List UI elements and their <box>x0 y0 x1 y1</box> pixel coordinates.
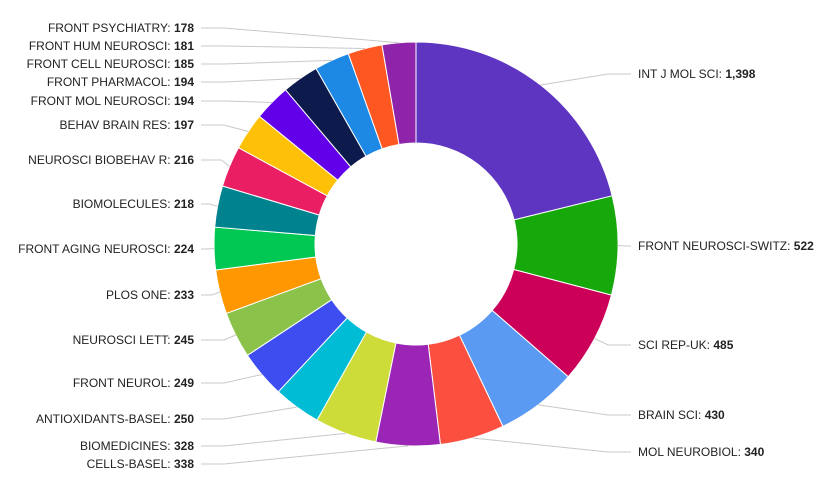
slice-label-value: 328 <box>174 439 194 453</box>
slice-label-value: 250 <box>174 412 194 426</box>
slice-label-name: FRONT AGING NEUROSCI: <box>18 242 174 256</box>
leader-line-biomedicines <box>201 432 346 447</box>
slice-label-value: 181 <box>174 39 194 53</box>
leader-line-neurosci-biobehav-r <box>201 159 230 167</box>
slice-label-front-mol-neurosci: FRONT MOL NEUROSCI: 194 <box>31 94 195 108</box>
slice-label-value: 194 <box>174 75 194 89</box>
slice-label-name: BIOMEDICINES: <box>80 439 174 453</box>
slice-label-front-hum-neurosci: FRONT HUM NEUROSCI: 181 <box>29 39 194 53</box>
slice-label-value: 249 <box>174 376 194 390</box>
slice-label-value: 485 <box>713 338 733 352</box>
slice-label-name: BIOMOLECULES: <box>73 197 174 211</box>
slice-label-value: 233 <box>174 288 194 302</box>
slice-front-psychiatry <box>381 41 417 146</box>
slice-label-front-pharmacol: FRONT PHARMACOL: 194 <box>47 75 194 89</box>
slice-label-front-psychiatry: FRONT PSYCHIATRY: 178 <box>48 21 194 35</box>
slice-label-int-j-mol-sci: INT J MOL SCI: 1,398 <box>638 67 756 81</box>
leader-line-plos-one <box>201 291 220 296</box>
slice-label-name: NEUROSCI LETT: <box>73 333 174 347</box>
slice-label-name: FRONT PHARMACOL: <box>47 75 174 89</box>
slice-label-value: 197 <box>174 118 194 132</box>
slice-label-value: 1,398 <box>725 67 755 81</box>
slice-label-name: FRONT PSYCHIATRY: <box>48 21 174 35</box>
slice-label-value: 340 <box>744 445 764 459</box>
slice-label-front-neurosci-switz: FRONT NEUROSCI-SWITZ: 522 <box>638 239 814 253</box>
leader-line-front-mol-neurosci <box>201 100 272 103</box>
slice-label-brain-sci: BRAIN SCI: 430 <box>638 408 725 422</box>
leader-line-antioxidants-basel <box>201 406 297 420</box>
slice-label-biomedicines: BIOMEDICINES: 328 <box>80 439 194 453</box>
slice-label-value: 178 <box>174 21 194 35</box>
slice-label-value: 194 <box>174 94 194 108</box>
leader-line-biomolecules <box>201 203 218 207</box>
leader-line-cells-basel <box>201 445 409 465</box>
leader-line-brain-sci <box>538 404 631 416</box>
slice-label-value: 338 <box>174 457 194 471</box>
leader-line-front-hum-neurosci <box>201 45 365 50</box>
leader-line-neurosci-lett <box>201 334 236 341</box>
slice-label-value: 185 <box>174 57 194 71</box>
slice-label-name: FRONT CELL NEUROSCI: <box>27 57 174 71</box>
slice-label-name: CELLS-BASEL: <box>87 457 174 471</box>
slice-int-j-mol-sci <box>415 41 613 221</box>
slice-label-name: FRONT NEUROSCI-SWITZ: <box>638 239 794 253</box>
slice-label-behav-brain-res: BEHAV BRAIN RES: 197 <box>59 118 194 132</box>
leader-line-sci-rep-uk <box>594 337 631 346</box>
slice-label-value: 522 <box>794 239 814 253</box>
slice-label-name: MOL NEUROBIOL: <box>638 445 744 459</box>
leader-line-front-neurosci-switz <box>617 244 631 247</box>
slice-label-front-aging-neurosci: FRONT AGING NEUROSCI: 224 <box>18 242 194 256</box>
slice-label-name: FRONT NEUROL: <box>73 376 174 390</box>
slice-labels: INT J MOL SCI: 1,398 FRONT NEUROSCI-SWITZ… <box>18 21 814 471</box>
slice-label-value: 245 <box>174 333 194 347</box>
slice-label-name: SCI REP-UK: <box>638 338 713 352</box>
slice-label-front-cell-neurosci: FRONT CELL NEUROSCI: 185 <box>27 57 195 71</box>
slice-label-neurosci-lett: NEUROSCI LETT: 245 <box>73 333 195 347</box>
slice-label-name: FRONT HUM NEUROSCI: <box>29 39 174 53</box>
slice-label-name: BEHAV BRAIN RES: <box>59 118 173 132</box>
slice-label-name: INT J MOL SCI: <box>638 67 725 81</box>
slice-label-name: FRONT MOL NEUROSCI: <box>31 94 174 108</box>
leader-line-behav-brain-res <box>201 124 249 133</box>
leader-line-mol-neurobiol <box>472 437 631 453</box>
slice-label-mol-neurobiol: MOL NEUROBIOL: 340 <box>638 445 765 459</box>
label-leader-lines <box>201 27 631 465</box>
slice-label-name: BRAIN SCI: <box>638 408 705 422</box>
slice-label-value: 430 <box>705 408 725 422</box>
donut-slices <box>213 41 619 447</box>
slice-label-value: 216 <box>174 153 194 167</box>
slice-label-antioxidants-basel: ANTIOXIDANTS-BASEL: 250 <box>36 412 194 426</box>
slice-label-name: PLOS ONE: <box>106 288 174 302</box>
leader-line-int-j-mol-sci <box>540 73 631 86</box>
leader-line-front-neurol <box>201 373 262 384</box>
leader-line-front-pharmacol <box>201 77 301 83</box>
slice-label-value: 218 <box>174 197 194 211</box>
leader-line-front-psychiatry <box>201 27 399 44</box>
slice-label-front-neurol: FRONT NEUROL: 249 <box>73 376 194 390</box>
slice-label-name: ANTIOXIDANTS-BASEL: <box>36 412 174 426</box>
slice-label-value: 224 <box>174 242 194 256</box>
slice-label-cells-basel: CELLS-BASEL: 338 <box>87 457 195 471</box>
slice-label-sci-rep-uk: SCI REP-UK: 485 <box>638 338 734 352</box>
slice-label-neurosci-biobehav-r: NEUROSCI BIOBEHAV R: 216 <box>28 153 194 167</box>
slice-label-name: NEUROSCI BIOBEHAV R: <box>28 153 174 167</box>
slice-label-plos-one: PLOS ONE: 233 <box>106 288 194 302</box>
leader-line-front-cell-neurosci <box>201 59 332 65</box>
slice-label-biomolecules: BIOMOLECULES: 218 <box>73 197 195 211</box>
